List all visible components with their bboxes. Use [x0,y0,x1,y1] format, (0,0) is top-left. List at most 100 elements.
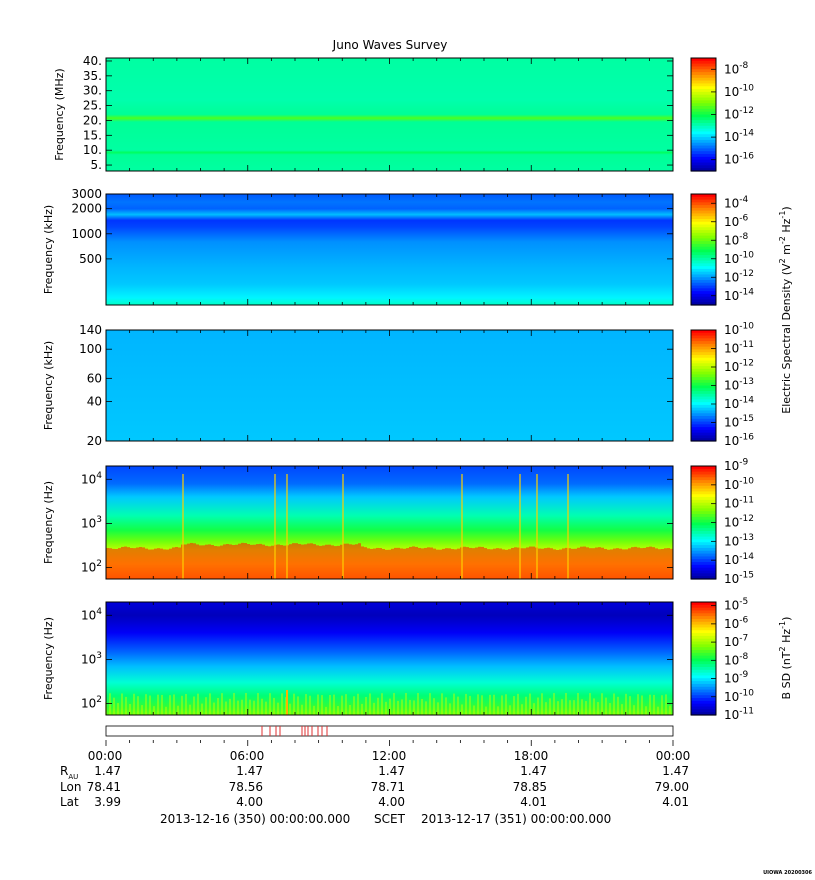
ephemeris-value: 78.56 [229,780,263,794]
ephemeris-value: 1.47 [236,764,263,778]
x-tick-label: 12:00 [372,749,407,763]
ephemeris-value: 78.41 [87,780,121,794]
y-axis-label: Frequency (Hz) [42,481,55,564]
y-tick-label: 1000 [71,227,102,241]
colorbar-hfwbr: 10-8 10-10 10-12 10-14 10-16 [690,57,754,172]
intensity-texture [105,690,671,715]
y-tick-label: 100 [79,342,102,356]
ephemeris-row-label: Lat [60,795,79,809]
watermark: UIOWA 20200306 [763,870,812,876]
y-tick-label: 2000 [71,202,102,216]
colorbar-label-electric: Electric Spectral Density (V2 m-2 Hz-1) [778,206,793,413]
colorbar-hfr: 10-4 10-6 10-8 10-10 10-12 10-14 [690,193,754,306]
y-tick-label: 10. [83,143,102,157]
y-axis-label: Frequency (kHz) [42,341,55,430]
y-tick-label: 60 [87,371,102,385]
y-axis-label: Frequency (Hz) [42,617,55,700]
y-tick-label: 103 [81,515,102,530]
colorbar-label-magnetic: B SD (nT2 Hz-1) [778,617,793,700]
colorbar-tick-label: 10-8 [724,232,749,247]
time-system-label: SCET [374,812,406,826]
time-range-end: 2013-12-17 (351) 00:00:00.000 [421,812,611,826]
colorbar-tick-label: 10-11 [724,340,754,355]
colorbar-tick-label: 10-10 [724,688,754,703]
y-tick-label: 40. [83,54,102,68]
colorbar-tick-label: 10-16 [724,433,754,448]
y-tick-label: 20 [87,434,102,448]
y-tick-label: 3000 [71,187,102,201]
colorbar-tick-label: 10-15 [724,414,754,429]
colorbar-tick-label: 10-9 [724,670,749,685]
y-tick-label: 500 [79,252,102,266]
colorbar-tick-label: 10-12 [724,106,754,121]
y-tick-label: 102 [81,695,102,710]
spectrogram-image [106,58,673,171]
time-range-start: 2013-12-16 (350) 00:00:00.000 [160,812,350,826]
colorbar-tick-label: 10-12 [724,514,754,529]
y-axis-label: Frequency (MHz) [53,68,66,160]
data-mode-strip [105,725,674,746]
spectrogram-image [106,330,673,441]
colorbar-tick-label: 10-6 [724,213,749,228]
colorbar-tick-label: 10-14 [724,129,754,144]
y-tick-label: 15. [83,128,102,142]
colorbar-tick-label: 10-10 [724,250,754,265]
ephemeris-value: 4.00 [378,795,405,809]
y-tick-label: 25. [83,99,102,113]
colorbar-tick-label: 10-14 [724,396,754,411]
colorbar-tick-label: 10-4 [724,195,749,210]
chart-title: Juno Waves Survey [332,38,448,52]
y-tick-label: 140 [79,323,102,337]
y-tick-label: 20. [83,113,102,127]
ephemeris-value: 78.71 [371,780,405,794]
x-tick-label: 18:00 [514,749,549,763]
colorbar-tick-label: 10-8 [724,652,749,667]
y-tick-label: 35. [83,69,102,83]
intensity-texture [106,474,673,579]
colorbar-tick-label: 10-10 [724,84,754,99]
colorbar-tick-label: 10-10 [724,322,754,337]
ephemeris-row-label: Lon [60,780,81,794]
ephemeris-value: 1.47 [378,764,405,778]
colorbar-tick-label: 10-11 [724,707,754,722]
y-tick-label: 103 [81,651,102,666]
spectrogram-image [106,602,673,715]
ephemeris-value: 3.99 [94,795,121,809]
y-tick-label: 102 [81,559,102,574]
y-tick-label: 104 [81,607,102,622]
y-tick-label: 5. [91,158,102,172]
colorbar-tick-label: 10-15 [724,571,754,586]
ephemeris-row-label: RAU [60,764,78,781]
y-axis-label: Frequency (kHz) [42,205,55,294]
colorbar-tick-label: 10-14 [724,552,754,567]
ephemeris-value: 1.47 [94,764,121,778]
colorbar-tick-label: 10-13 [724,533,754,548]
colorbar-tick-label: 10-7 [724,634,748,649]
colorbar-tick-label: 10-16 [724,151,754,166]
spectrogram-image [106,194,673,305]
colorbar-lfrh: 10-10 10-11 10-12 10-13 10-14 10-15 10-16 [690,322,754,448]
colorbar-tick-label: 10-11 [724,495,754,510]
x-tick-label: 06:00 [230,749,265,763]
ephemeris-value: 4.01 [662,795,689,809]
colorbar-tick-label: 10-9 [724,458,749,473]
colorbar-tick-label: 10-8 [724,61,749,76]
colorbar-tick-label: 10-12 [724,359,754,374]
y-tick-label: 40 [87,394,102,408]
x-tick-label: 00:00 [88,749,123,763]
ephemeris-value: 4.00 [236,795,263,809]
ephemeris-value: 79.00 [655,780,689,794]
y-tick-label: 104 [81,471,102,486]
colorbar-tick-label: 10-12 [724,269,754,284]
colorbar-tick-label: 10-14 [724,287,754,302]
colorbar-tick-label: 10-13 [724,377,754,392]
spectrogram-panel-hfwbr: 5.10.15.20.25.30.35.40. Frequency (MHz) 10… [53,54,754,172]
colorbar-lfrl_e: 10-9 10-10 10-11 10-12 10-13 10-14 10-15 [690,458,754,586]
ephemeris-value: 4.01 [520,795,547,809]
x-tick-label: 00:00 [656,749,691,763]
